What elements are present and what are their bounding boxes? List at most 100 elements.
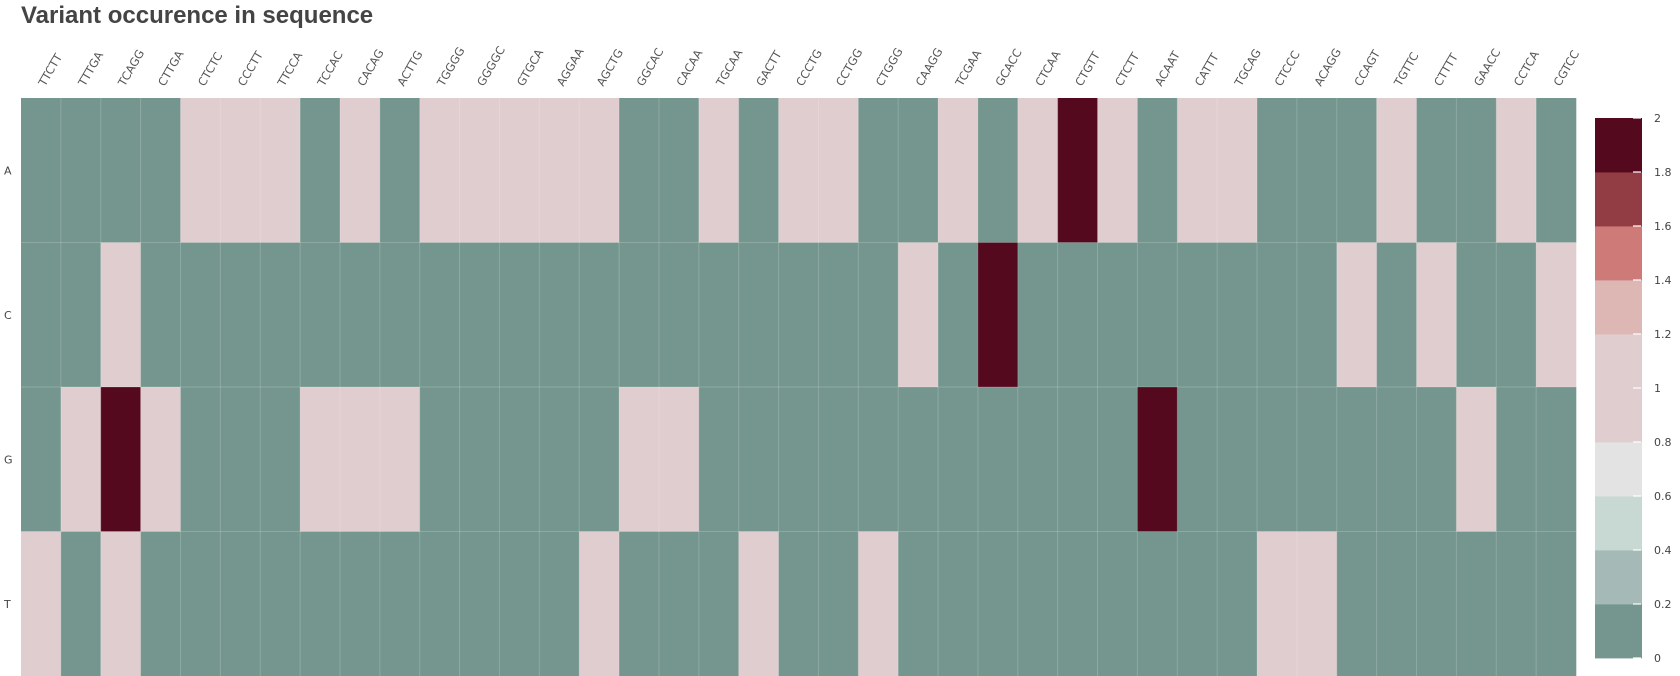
column-label: CGTCC bbox=[1551, 48, 1583, 89]
heatmap-cell bbox=[339, 242, 381, 388]
heatmap-cell bbox=[738, 387, 779, 532]
heatmap-cell bbox=[459, 98, 500, 243]
column-label: TCGAA bbox=[952, 47, 984, 89]
heatmap-cell bbox=[220, 531, 261, 676]
heatmap-cell bbox=[778, 98, 819, 243]
heatmap-cell bbox=[1177, 242, 1218, 388]
column-label: CCCTT bbox=[235, 48, 267, 89]
column-label: CTCTC bbox=[195, 50, 226, 89]
heatmap-cell bbox=[1416, 98, 1457, 243]
colorbar-tick-label: 0.8 bbox=[1654, 436, 1672, 449]
column-label: CACAG bbox=[354, 47, 386, 89]
column-label: TCCAC bbox=[314, 48, 346, 89]
heatmap-cell bbox=[1376, 387, 1417, 532]
heatmap-cell bbox=[1336, 242, 1377, 388]
chart-title: Variant occurence in sequence bbox=[21, 2, 374, 29]
heatmap-cell bbox=[539, 242, 580, 388]
heatmap-cell bbox=[1217, 242, 1258, 388]
column-label: TGCAG bbox=[1231, 46, 1264, 89]
row-label: C bbox=[4, 309, 12, 322]
column-label: TTCCA bbox=[274, 49, 305, 89]
heatmap-cell bbox=[1137, 531, 1178, 676]
heatmap-cell bbox=[260, 98, 301, 243]
colorbar-bin bbox=[1595, 226, 1642, 281]
heatmap-cell bbox=[220, 242, 261, 388]
heatmap-cell bbox=[1296, 531, 1338, 676]
heatmap-cell bbox=[1456, 531, 1497, 676]
heatmap-cell bbox=[1017, 531, 1058, 676]
heatmap-cell bbox=[1336, 98, 1377, 243]
colorbar-tick-label: 1 bbox=[1654, 382, 1661, 395]
heatmap-cell bbox=[379, 242, 421, 388]
column-label: GACTT bbox=[753, 47, 785, 88]
heatmap-cell bbox=[738, 242, 779, 388]
column-label: TTTGA bbox=[75, 49, 106, 89]
heatmap-cell bbox=[1496, 531, 1537, 676]
column-label: AGCTG bbox=[594, 46, 626, 88]
heatmap-cell bbox=[658, 531, 700, 676]
heatmap-cell bbox=[1137, 242, 1178, 388]
heatmap-cell bbox=[938, 387, 979, 532]
heatmap-cell bbox=[818, 531, 859, 676]
heatmap-cell bbox=[1456, 98, 1497, 243]
heatmap-cell bbox=[220, 98, 261, 243]
colorbar-tick-label: 0.6 bbox=[1654, 490, 1672, 503]
heatmap-cell bbox=[499, 531, 540, 676]
heatmap-cell bbox=[419, 242, 460, 388]
heatmap-cell bbox=[260, 531, 301, 676]
heatmap-cell bbox=[1376, 242, 1417, 388]
colorbar-tick-label: 0 bbox=[1654, 652, 1661, 665]
heatmap-cell bbox=[1376, 98, 1417, 243]
heatmap-cell bbox=[619, 387, 660, 532]
heatmap-cell bbox=[1217, 531, 1258, 676]
heatmap-cell bbox=[898, 242, 939, 388]
heatmap-cell bbox=[419, 387, 460, 532]
heatmap-cell bbox=[379, 98, 421, 243]
heatmap-cell bbox=[21, 387, 62, 532]
heatmap-cell bbox=[818, 242, 859, 388]
column-label: GTGCA bbox=[514, 46, 546, 88]
heatmap-cell bbox=[300, 387, 341, 532]
colorbar-bin bbox=[1595, 118, 1642, 173]
colorbar-bin bbox=[1595, 604, 1642, 659]
heatmap-cell bbox=[698, 242, 739, 388]
heatmap-cell bbox=[898, 387, 939, 532]
heatmap-cell bbox=[220, 387, 261, 532]
heatmap-cell bbox=[419, 98, 460, 243]
heatmap-cell bbox=[180, 531, 221, 676]
heatmap-cell bbox=[140, 387, 181, 532]
heatmap-cell bbox=[818, 98, 859, 243]
colorbar-tick-label: 1.4 bbox=[1654, 274, 1672, 287]
heatmap-cell bbox=[339, 531, 381, 676]
column-label: ACAGG bbox=[1311, 46, 1344, 89]
heatmap-cell bbox=[1257, 531, 1298, 676]
heatmap-cell bbox=[459, 242, 500, 388]
heatmap-cell bbox=[977, 531, 1019, 676]
heatmap-cell bbox=[658, 98, 700, 243]
column-label: CTGTT bbox=[1072, 48, 1103, 88]
heatmap-cell bbox=[1496, 242, 1537, 388]
heatmap-cell bbox=[60, 242, 102, 388]
row-label: T bbox=[3, 598, 11, 611]
heatmap-cell bbox=[1336, 387, 1377, 532]
heatmap-cell bbox=[579, 387, 620, 532]
heatmap-cell bbox=[898, 531, 939, 676]
colorbar-bin bbox=[1595, 172, 1642, 227]
heatmap-cell bbox=[100, 98, 141, 243]
heatmap-cell bbox=[1177, 387, 1218, 532]
colorbar-tick-label: 2 bbox=[1654, 112, 1661, 125]
heatmap-cell bbox=[1097, 242, 1138, 388]
heatmap-cell bbox=[100, 531, 141, 676]
heatmap-cell bbox=[1137, 387, 1178, 532]
column-label: CTGGG bbox=[873, 45, 906, 88]
heatmap-cells bbox=[21, 98, 1577, 676]
heatmap-cell bbox=[1057, 531, 1098, 676]
colorbar-tick-label: 1.2 bbox=[1654, 328, 1672, 341]
heatmap-cell bbox=[977, 387, 1019, 532]
heatmap-cell bbox=[1097, 387, 1138, 532]
column-label: CCAGT bbox=[1351, 47, 1383, 89]
heatmap-cell bbox=[818, 387, 859, 532]
heatmap-cell bbox=[1017, 98, 1058, 243]
heatmap-cell bbox=[1296, 387, 1338, 532]
heatmap-cell bbox=[977, 98, 1019, 243]
